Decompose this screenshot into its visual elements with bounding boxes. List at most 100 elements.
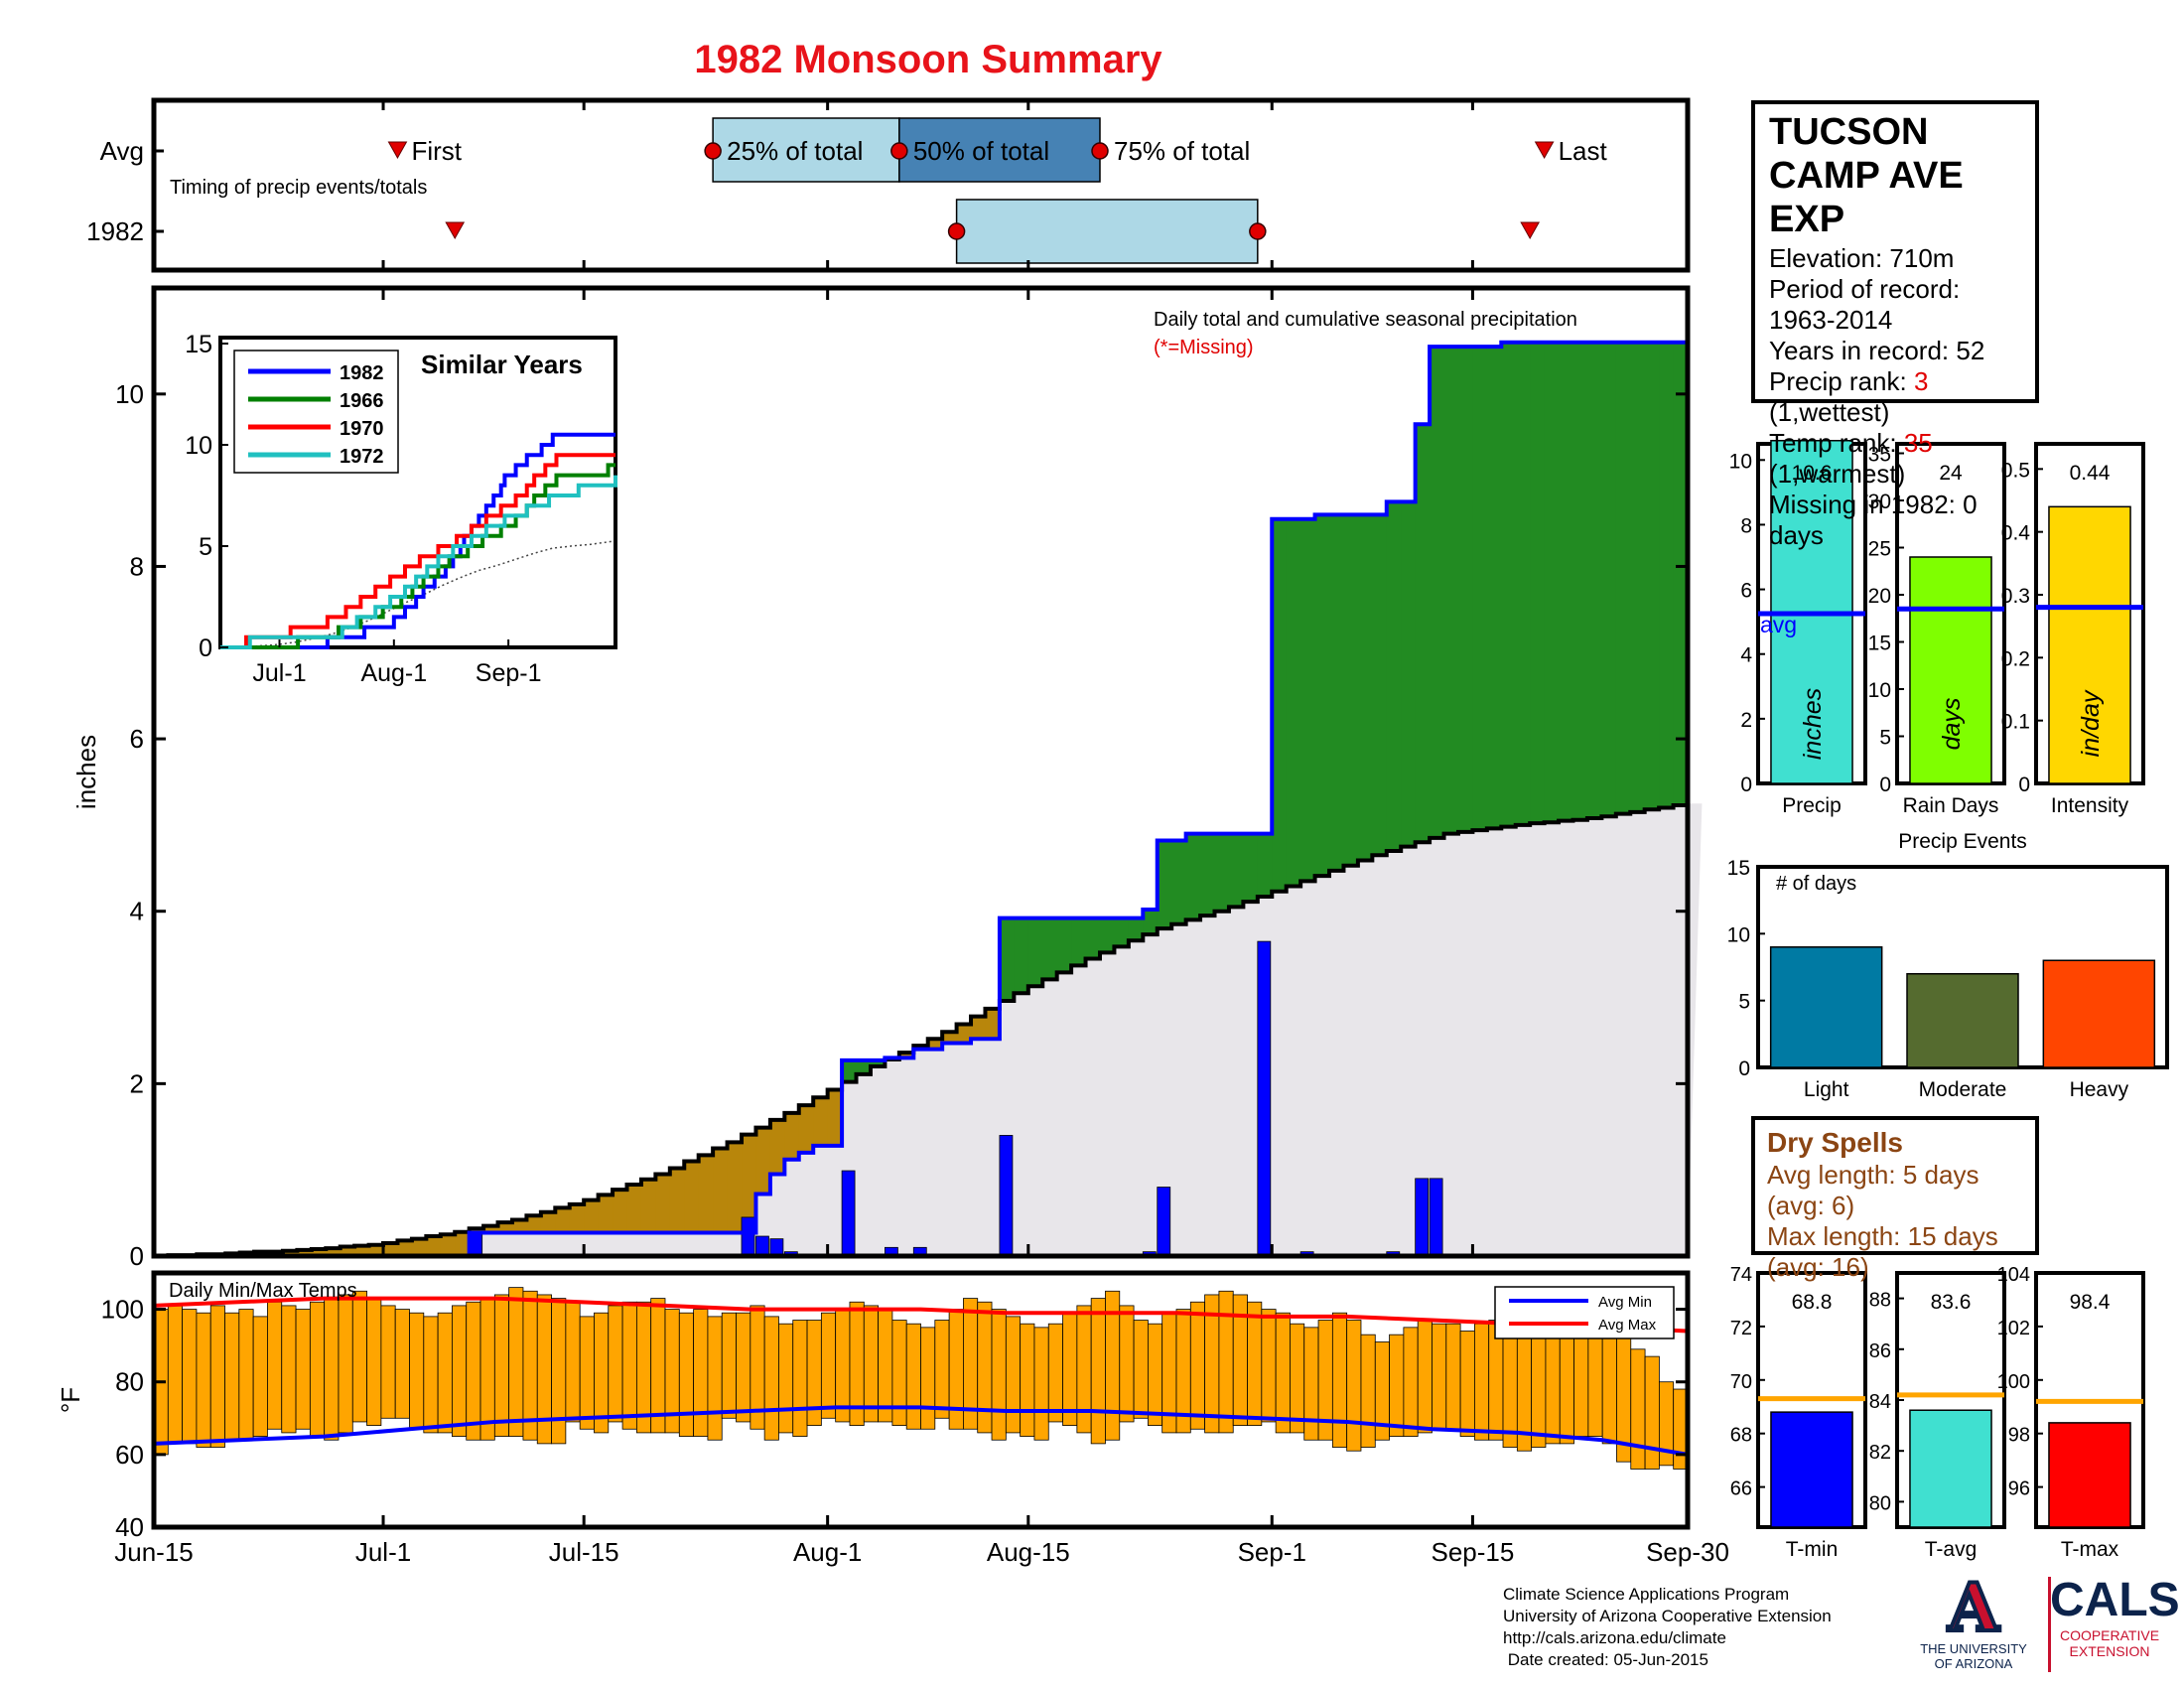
inset-xtick-label-0: Jul-1	[252, 659, 306, 687]
temp-ytick-label-0: 40	[115, 1512, 144, 1542]
logo-divider	[2048, 1577, 2051, 1672]
xtick-label-7: Sep-30	[1646, 1537, 1729, 1567]
temp-bar-62	[1033, 1327, 1049, 1441]
difference-fill-day	[698, 1155, 714, 1233]
station-info-box: TUCSON CAMP AVE EXP Elevation: 710m Peri…	[1751, 100, 2039, 550]
temp-bar-64	[1062, 1312, 1078, 1426]
difference-fill-day	[1659, 342, 1675, 808]
difference-fill-day	[784, 1112, 800, 1160]
year-q75-marker	[1249, 222, 1267, 240]
main-ytick-label-2: 4	[130, 897, 144, 926]
main-plot-frame	[151, 285, 1691, 1259]
summary-precip-unit: inches	[1799, 688, 1827, 760]
difference-fill-day	[655, 1174, 671, 1233]
inset-ytick-label-2: 10	[185, 432, 212, 460]
difference-fill-day	[1401, 501, 1417, 847]
temp-bar-78	[1261, 1309, 1277, 1423]
summary-intensity-unit: in/day	[2077, 689, 2105, 757]
temp-bar-23	[479, 1298, 495, 1441]
credits-block: Climate Science Applications Program Uni…	[1503, 1584, 1832, 1671]
difference-fill-day	[555, 1207, 571, 1233]
difference-fill-day	[1343, 514, 1359, 866]
difference-fill-day	[956, 1024, 972, 1044]
difference-fill-day	[540, 1211, 556, 1233]
temp-bar-26	[522, 1290, 538, 1441]
difference-fill-day	[455, 1231, 471, 1256]
precip-events-label-moderate: Moderate	[1919, 1078, 2007, 1101]
temp-ytick-label-3: 100	[101, 1295, 144, 1325]
temp-summary-t-max-ytick-label-0: 96	[2008, 1478, 2030, 1500]
inset-xtick-label-1: Aug-1	[360, 659, 427, 687]
temp-summary-t-avg-ytick-label-3: 86	[1869, 1340, 1891, 1362]
difference-fill-day	[999, 917, 1015, 1002]
credits-line-4: Date created: 05-Jun-2015	[1503, 1650, 1708, 1669]
temp-bar-80	[1290, 1323, 1305, 1434]
difference-fill-day	[626, 1184, 642, 1233]
summary-rain-days-ytick-label-3: 15	[1868, 633, 1891, 655]
temp-summary-t-avg-ytick-label-0: 80	[1869, 1492, 1891, 1514]
temp-bar-90	[1432, 1323, 1447, 1430]
difference-fill-day	[640, 1179, 656, 1233]
temp-bar-101	[1587, 1327, 1603, 1437]
difference-fill-day	[1644, 342, 1660, 810]
avg-q25-label: 25% of total	[727, 136, 863, 166]
difference-fill-day	[713, 1148, 729, 1233]
temp-bar-58	[977, 1301, 993, 1434]
timing-row-label-1: 1982	[86, 216, 144, 246]
difference-fill-day	[584, 1199, 600, 1233]
difference-fill-day	[856, 1059, 872, 1074]
year-last-marker	[1520, 221, 1541, 240]
temp-bar-50	[863, 1305, 879, 1423]
timing-row-label-0: Avg	[100, 136, 144, 166]
difference-fill-day	[1530, 342, 1546, 824]
xtick-label-3: Aug-1	[793, 1537, 862, 1567]
dry-spells-avg-length: Avg length: 5 days (avg: 6)	[1767, 1160, 1979, 1220]
precip-events-ytick-label-2: 10	[1727, 923, 1750, 946]
summary-intensity-ytick-label-4: 0.4	[2001, 522, 2031, 545]
dry-spells-max-length: Max length: 15 days (avg: 16)	[1767, 1221, 1998, 1282]
main-annotation: Daily total and cumulative seasonal prec…	[1154, 309, 1577, 331]
difference-fill-day	[1143, 909, 1159, 935]
difference-fill-day	[311, 1249, 327, 1256]
temp-bar-75	[1218, 1290, 1234, 1434]
summary-precip-avg-label: avg	[1760, 612, 1797, 637]
legend-label-1972: 1972	[340, 446, 384, 468]
temp-bar-70	[1147, 1323, 1163, 1426]
temp-bar-56	[948, 1309, 964, 1430]
temp-bar-34	[635, 1301, 652, 1434]
difference-fill-day	[1114, 917, 1130, 947]
cals-wordmark: CALS	[2050, 1574, 2180, 1626]
temp-summary-t-min-ytick-label-3: 72	[1730, 1318, 1752, 1339]
precip-events-bar-moderate	[1906, 972, 2019, 1068]
difference-fill-day	[1386, 501, 1402, 851]
difference-fill-day	[526, 1215, 542, 1233]
similar-year-line-1972	[220, 475, 617, 649]
temp-legend-box	[1494, 1286, 1675, 1339]
credits-line-3[interactable]: http://cals.arizona.edu/climate	[1503, 1628, 1726, 1647]
temp-bar-9	[281, 1305, 297, 1434]
temp-summary-t-max-bar	[2048, 1422, 2131, 1528]
temp-bar-11	[309, 1301, 326, 1437]
difference-fill-day	[1515, 342, 1531, 825]
summary-precip-ytick-label-2: 4	[1740, 644, 1752, 667]
precip-events-bar-heavy	[2042, 959, 2156, 1068]
temp-summary-t-min-ytick-label-1: 68	[1730, 1425, 1752, 1447]
precip-events-label-light: Light	[1804, 1078, 1849, 1101]
avg-first-marker	[387, 141, 408, 160]
difference-fill-day	[297, 1249, 313, 1256]
daily-precip-bar-14	[1415, 1178, 1430, 1257]
difference-fill-day	[1673, 342, 1689, 805]
temp-bar-25	[508, 1287, 524, 1437]
temp-bar-73	[1189, 1301, 1206, 1430]
temp-bar-4	[209, 1305, 225, 1448]
difference-fill-day	[727, 1142, 743, 1233]
year-q25-marker	[947, 222, 966, 240]
temp-bar-105	[1644, 1355, 1660, 1470]
ua-a-icon: A	[1946, 1569, 2000, 1646]
daily-precip-bar-5	[841, 1170, 856, 1257]
temp-bar-52	[891, 1320, 907, 1426]
difference-fill-day	[326, 1248, 341, 1256]
avg-q75-label: 75% of total	[1114, 136, 1250, 166]
difference-fill-day	[1486, 347, 1502, 829]
inset-xtick-label-2: Sep-1	[476, 659, 542, 687]
